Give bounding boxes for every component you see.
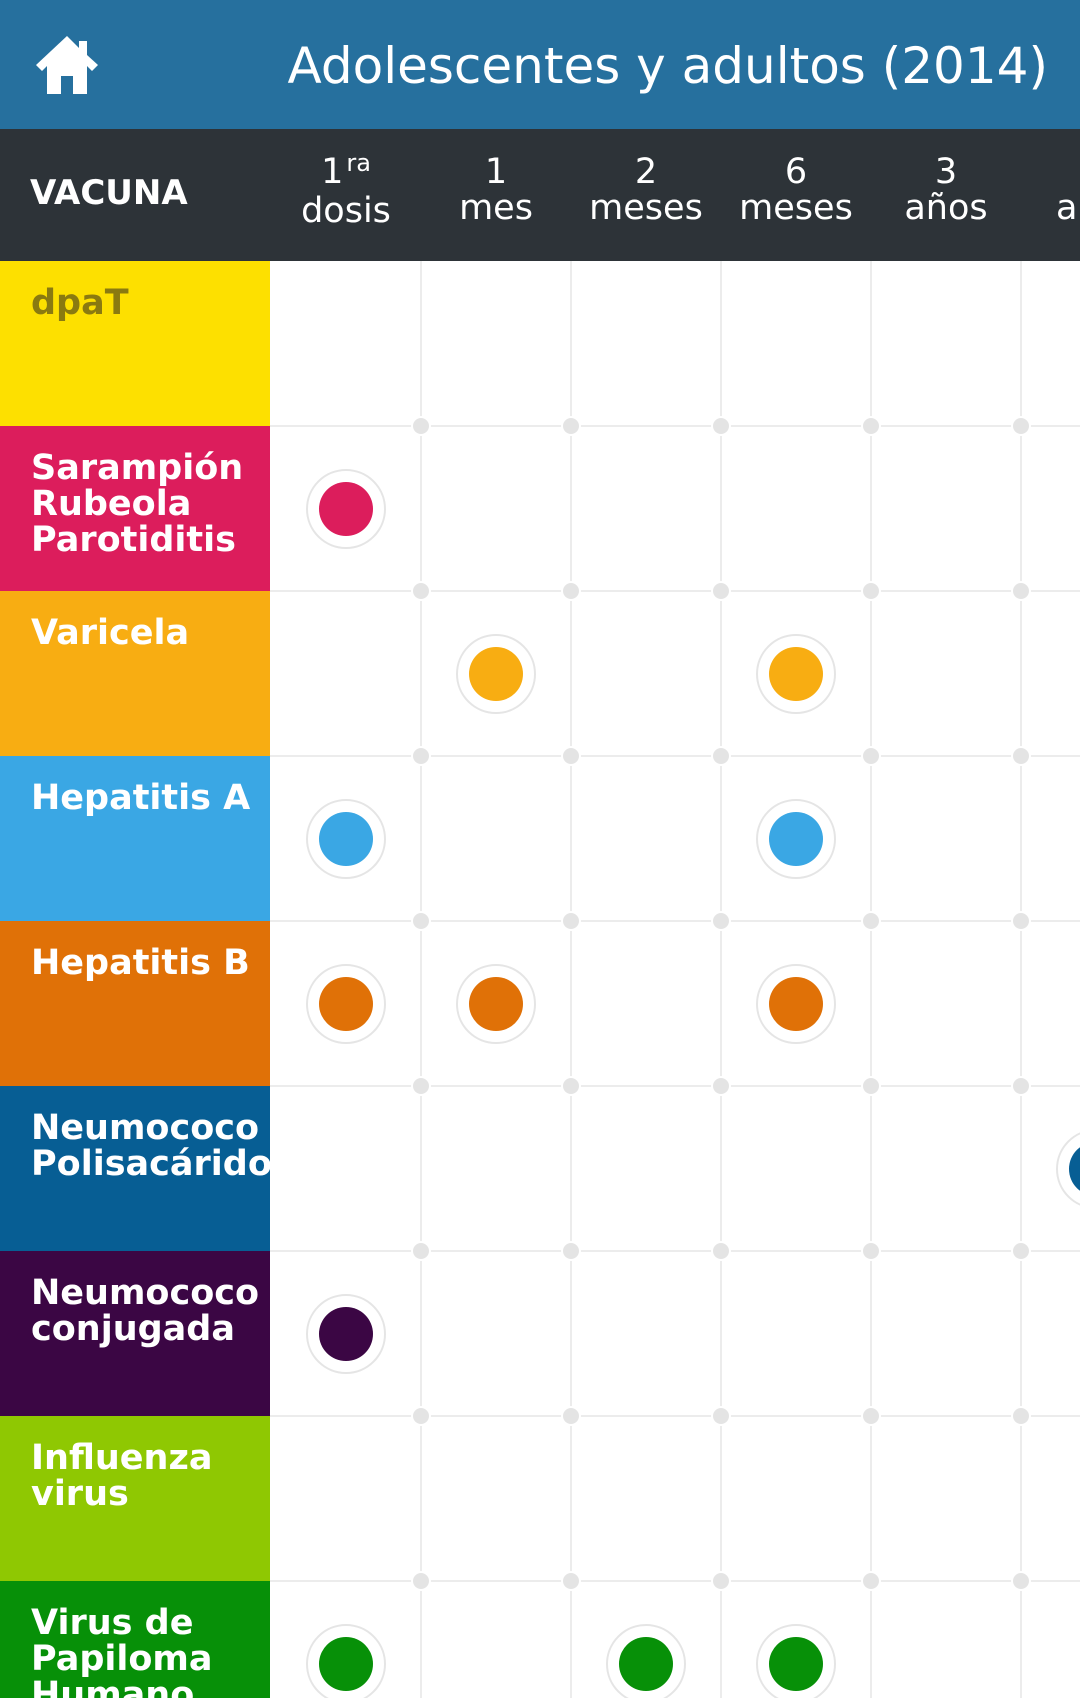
schedule-grid[interactable]: dpaT Sarampión Rubeola Parotiditis Varicela H… (0, 261, 1080, 1698)
home-icon[interactable] (34, 32, 100, 98)
app-bar: Adolescentes y adultos (2014) (0, 0, 1080, 129)
grid-lines (270, 261, 1080, 1698)
vacuna-column-header: VACUNA (30, 173, 188, 213)
column-header-5: ar (1056, 154, 1080, 226)
column-header-unit: meses (589, 188, 703, 228)
dose-marker[interactable] (306, 798, 386, 879)
dose-marker[interactable] (306, 963, 386, 1044)
dose-marker-fill (319, 976, 373, 1031)
dose-marker-fill (1069, 1141, 1080, 1196)
vaccine-label-line: Hepatitis B (31, 943, 250, 983)
column-header-number: 1 ra (321, 149, 371, 192)
vaccine-label-line: Sarampión (31, 448, 244, 488)
column-header-3: 6 meses (721, 154, 871, 226)
column-header-number: 2 (634, 152, 658, 192)
dose-marker[interactable] (606, 1623, 686, 1698)
vaccine-row: Hepatitis B (0, 921, 1080, 1086)
vaccine-label[interactable]: Hepatitis A (0, 756, 270, 921)
vaccine-row: Neumococo Polisacárido (0, 1086, 1080, 1251)
dose-marker[interactable] (756, 963, 836, 1044)
vaccine-label[interactable]: Varicela (0, 591, 270, 756)
vaccine-label-line: Humano (31, 1675, 195, 1698)
vaccine-label[interactable]: Neumococo Polisacárido (0, 1086, 272, 1251)
dose-marker-fill (769, 811, 823, 866)
vaccine-label-line: conjugada (31, 1309, 235, 1349)
vaccine-label[interactable]: Sarampión Rubeola Parotiditis (0, 426, 270, 591)
dose-marker-fill (319, 811, 373, 866)
column-header-unit: años (904, 188, 988, 228)
dose-marker[interactable] (756, 1623, 836, 1698)
dose-marker[interactable] (756, 798, 836, 879)
vaccine-label-line: Hepatitis A (31, 778, 251, 818)
dose-marker[interactable] (306, 1293, 386, 1374)
dose-marker-fill (319, 1636, 373, 1691)
dose-marker-fill (319, 1306, 373, 1361)
column-header-unit: mes (459, 188, 533, 228)
vaccine-label-line: dpaT (31, 283, 129, 323)
vaccine-label[interactable]: Hepatitis B (0, 921, 270, 1086)
vaccine-label[interactable]: Neumococo conjugada (0, 1251, 270, 1416)
dose-marker[interactable] (456, 963, 536, 1044)
dose-marker-fill (769, 646, 823, 701)
dose-marker[interactable] (306, 468, 386, 549)
vaccine-label-line: Varicela (31, 613, 190, 653)
vaccine-row: Hepatitis A (0, 756, 1080, 921)
dose-marker-fill (469, 646, 523, 701)
vaccine-row: Influenza virus (0, 1416, 1080, 1581)
dose-marker-fill (619, 1636, 673, 1691)
dose-marker-fill (469, 976, 523, 1031)
vaccine-row: Neumococo conjugada (0, 1251, 1080, 1416)
column-header-2: 2 meses (571, 154, 721, 226)
column-header-superscript: ra (346, 149, 371, 177)
vaccine-label-line: Papiloma (31, 1639, 213, 1679)
column-header-unit: ar (1056, 188, 1080, 228)
vaccine-label-line: Influenza (31, 1438, 213, 1478)
vaccine-row: Virus de Papiloma Humano (0, 1581, 1080, 1698)
dose-marker[interactable] (756, 633, 836, 714)
dose-marker[interactable] (1056, 1128, 1080, 1209)
vaccine-row: Varicela (0, 591, 1080, 756)
dose-marker-fill (769, 976, 823, 1031)
vaccine-label-line: Parotiditis (31, 520, 236, 560)
vaccine-label[interactable]: Influenza virus (0, 1416, 270, 1581)
column-header-number: 6 (784, 152, 808, 192)
column-header-unit: meses (739, 188, 853, 228)
column-header-unit: dosis (301, 191, 391, 231)
vaccine-row: Sarampión Rubeola Parotiditis (0, 426, 1080, 591)
vaccine-label-line: Polisacárido (31, 1144, 272, 1184)
vaccine-label-line: Virus de (31, 1603, 194, 1643)
vaccine-label-line: virus (31, 1474, 129, 1514)
column-header-1: 1 mes (421, 154, 571, 226)
vaccine-label-line: Rubeola (31, 484, 192, 524)
column-header-0: 1 ra dosis (271, 149, 421, 231)
dose-marker[interactable] (456, 633, 536, 714)
column-header-number: 1 (484, 152, 508, 192)
vaccine-label-line: Neumococo (31, 1108, 260, 1148)
column-header-number: 3 (934, 152, 958, 192)
vaccine-label-line: Neumococo (31, 1273, 260, 1313)
dose-marker[interactable] (306, 1623, 386, 1698)
column-header-number (1056, 154, 1080, 190)
vaccine-label[interactable]: dpaT (0, 261, 270, 426)
column-header-4: 3 años (871, 154, 1021, 226)
dose-marker-fill (769, 1636, 823, 1691)
dose-marker-fill (319, 481, 373, 536)
page-title: Adolescentes y adultos (2014) (287, 37, 1048, 95)
vaccine-row: dpaT (0, 261, 1080, 426)
vaccine-label[interactable]: Virus de Papiloma Humano (0, 1581, 270, 1698)
